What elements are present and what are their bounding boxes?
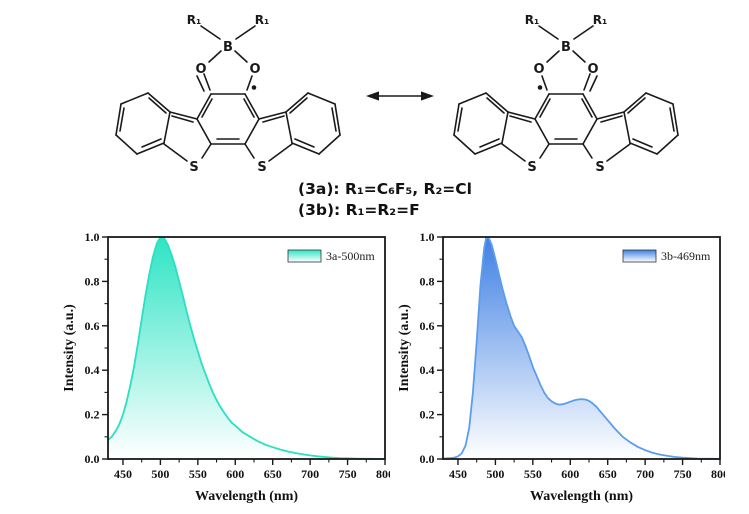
y-tick-label: 0.4 bbox=[85, 363, 100, 377]
r1-substituent-label: R₁ bbox=[255, 13, 270, 27]
x-tick-label: 550 bbox=[524, 467, 542, 481]
y-tick-label: 0.8 bbox=[420, 274, 435, 288]
x-tick-label: 650 bbox=[264, 467, 282, 481]
x-tick-label: 600 bbox=[226, 467, 244, 481]
x-axis-title: Wavelength (nm) bbox=[530, 489, 633, 504]
chart-3b-canvas: 450 500 550 600 650 700 750 800 0.0 0.2 0.4 0.6 0.8 1… bbox=[397, 230, 725, 504]
x-tick-label: 450 bbox=[114, 467, 132, 481]
y-tick-label: 0.6 bbox=[85, 319, 100, 333]
compound-definitions: (3a): R₁=C₆F₅, R₂=Cl (3b): R₁=R₂=F bbox=[298, 179, 472, 221]
x-tick-label: 450 bbox=[449, 467, 467, 481]
chart-3a-emission: 450 500 550 600 650 700 750 800 0.0 0.2 0.4 0.6 0.8 1… bbox=[60, 230, 390, 512]
oxygen-atom-label: O bbox=[587, 62, 598, 77]
y-tick-label: 0.8 bbox=[85, 274, 100, 288]
compound-label-3a: (3a): R₁=C₆F₅, R₂=Cl bbox=[298, 180, 472, 198]
x-tick-label: 800 bbox=[376, 467, 390, 481]
resonance-arrow-icon bbox=[366, 91, 434, 101]
y-axis-title: Intensity (a.u.) bbox=[62, 304, 77, 392]
spectrum-line bbox=[107, 236, 385, 460]
chart-3a-canvas: 450 500 550 600 650 700 750 800 0.0 0.2 0.4 0.6 0.8 1… bbox=[62, 230, 390, 504]
x-axis-title: Wavelength (nm) bbox=[195, 489, 298, 504]
sulfur-atom-label: S bbox=[257, 160, 266, 175]
y-tick-label: 1.0 bbox=[85, 230, 100, 244]
x-tick-label: 650 bbox=[599, 467, 617, 481]
boron-atom-label: B bbox=[223, 40, 233, 55]
molecule-structure-right: B O O S S R₁ R₁ bbox=[444, 13, 688, 175]
r1-substituent-label: R₁ bbox=[187, 13, 202, 27]
sulfur-atom-label: S bbox=[189, 160, 198, 175]
x-tick-label: 500 bbox=[486, 467, 504, 481]
x-tick-label: 750 bbox=[674, 467, 692, 481]
y-tick-label: 0.4 bbox=[420, 363, 435, 377]
y-axis-title: Intensity (a.u.) bbox=[397, 304, 412, 392]
spectrum-line bbox=[442, 236, 721, 460]
compound-label-3b: (3b): R₁=R₂=F bbox=[298, 201, 420, 219]
y-tick-label: 0.6 bbox=[420, 319, 435, 333]
y-tick-label: 0.2 bbox=[420, 408, 435, 422]
sulfur-atom-label: S bbox=[595, 160, 604, 175]
legend-swatch bbox=[622, 249, 657, 263]
y-tick-label: 1.0 bbox=[420, 230, 435, 244]
spectrum-fill bbox=[108, 237, 385, 459]
x-tick-label: 700 bbox=[301, 467, 319, 481]
y-tick-label: 0.0 bbox=[420, 452, 435, 466]
legend-swatch bbox=[287, 249, 322, 263]
boron-atom-label: B bbox=[561, 40, 571, 55]
x-tick-label: 750 bbox=[339, 467, 357, 481]
oxygen-atom-label: O bbox=[195, 62, 206, 77]
oxygen-atom-label: O bbox=[533, 62, 544, 77]
chart-3b-emission: 450 500 550 600 650 700 750 800 0.0 0.2 0.4 0.6 0.8 1… bbox=[395, 230, 725, 512]
x-tick-label: 500 bbox=[151, 467, 169, 481]
r1-substituent-label: R₁ bbox=[525, 13, 540, 27]
x-tick-label: 550 bbox=[189, 467, 207, 481]
molecule-structure-left: B O O S S R₁ R₁ bbox=[106, 13, 350, 175]
legend-label: 3b-469nm bbox=[661, 249, 711, 263]
r1-substituent-label: R₁ bbox=[593, 13, 608, 27]
y-tick-label: 0.0 bbox=[85, 452, 100, 466]
spectrum-fill bbox=[443, 237, 720, 459]
x-tick-label: 700 bbox=[636, 467, 654, 481]
sulfur-atom-label: S bbox=[527, 160, 536, 175]
legend-label: 3a-500nm bbox=[326, 249, 375, 263]
y-tick-label: 0.2 bbox=[85, 408, 100, 422]
oxygen-atom-label: O bbox=[249, 62, 260, 77]
x-tick-label: 800 bbox=[711, 467, 725, 481]
x-tick-label: 600 bbox=[561, 467, 579, 481]
